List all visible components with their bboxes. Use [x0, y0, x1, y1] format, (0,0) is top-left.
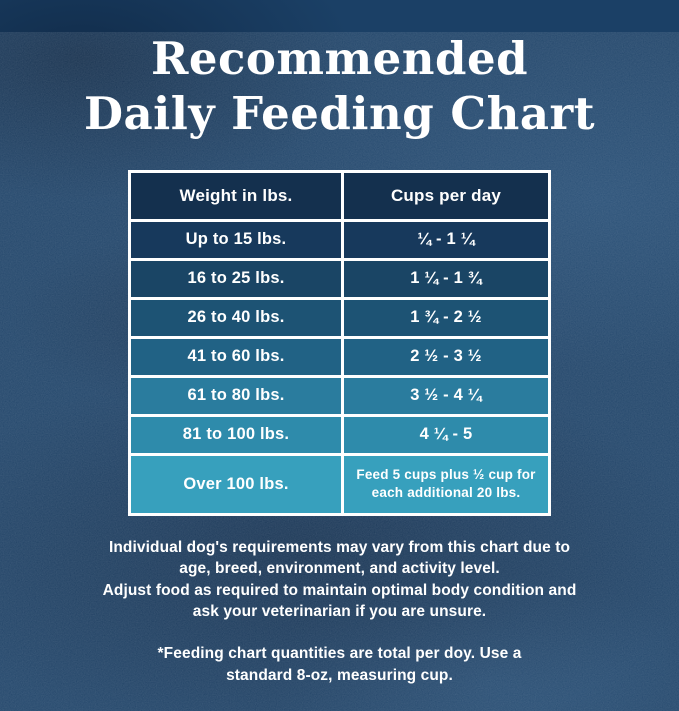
table-row: Over 100 lbs. Feed 5 cups plus ½ cup for… — [131, 455, 548, 513]
weight-range: 41 to 60 lbs. — [131, 338, 341, 375]
table-header-row: Weight in lbs. Cups per day — [131, 172, 548, 219]
col-header-cups: Cups per day — [344, 172, 548, 219]
table-row: 81 to 100 lbs. 4 ¼ - 5 — [131, 416, 548, 453]
table-row: 16 to 25 lbs. 1 ¼ - 1 ¾ — [131, 260, 548, 297]
notes-section: Individual dog's requirements may vary f… — [0, 537, 679, 686]
cups-value: 4 ¼ - 5 — [344, 416, 548, 453]
page: Recommended Daily Feeding Chart Weight i… — [0, 32, 679, 686]
cups-value-line1: Feed 5 cups plus ½ cup for — [356, 467, 536, 483]
weight-range: 61 to 80 lbs. — [131, 377, 341, 414]
footnote-text: *Feeding chart quantities are total per … — [0, 643, 679, 686]
cups-value: 2 ½ - 3 ½ — [344, 338, 548, 375]
weight-range: 26 to 40 lbs. — [131, 299, 341, 336]
cups-value: 3 ½ - 4 ¼ — [344, 377, 548, 414]
weight-range: Over 100 lbs. — [131, 455, 341, 513]
cups-value-line2: each additional 20 lbs. — [371, 485, 521, 501]
disclaimer-line2: age, breed, environment, and activity le… — [179, 560, 500, 578]
disclaimer-text: Individual dog's requirements may vary f… — [0, 537, 679, 623]
table-row: 61 to 80 lbs. 3 ½ - 4 ¼ — [131, 377, 548, 414]
page-title-line1: Recommended — [150, 32, 529, 85]
cups-value: 1 ¾ - 2 ½ — [344, 299, 548, 336]
cups-value: ¼ - 1 ¼ — [344, 221, 548, 258]
weight-range: 16 to 25 lbs. — [131, 260, 341, 297]
table-row: 26 to 40 lbs. 1 ¾ - 2 ½ — [131, 299, 548, 336]
page-title: Recommended Daily Feeding Chart — [0, 32, 679, 142]
page-title-line2: Daily Feeding Chart — [83, 86, 596, 140]
disclaimer-line1: Individual dog's requirements may vary f… — [108, 538, 571, 556]
footnote-line2: standard 8-oz, measuring cup. — [226, 666, 453, 684]
disclaimer-line4: ask your veterinarian if you are unsure. — [192, 602, 487, 620]
footnote-line1: *Feeding chart quantities are total per … — [157, 645, 522, 663]
cups-value: 1 ¼ - 1 ¾ — [344, 260, 548, 297]
weight-range: 81 to 100 lbs. — [131, 416, 341, 453]
feeding-chart-table: Weight in lbs. Cups per day Up to 15 lbs… — [128, 169, 551, 516]
cups-value: Feed 5 cups plus ½ cup for each addition… — [344, 455, 548, 513]
table-row: 41 to 60 lbs. 2 ½ - 3 ½ — [131, 338, 548, 375]
weight-range: Up to 15 lbs. — [131, 221, 341, 258]
disclaimer-line3: Adjust food as required to maintain opti… — [102, 581, 577, 599]
table-row: Up to 15 lbs. ¼ - 1 ¼ — [131, 221, 548, 258]
col-header-weight: Weight in lbs. — [131, 172, 341, 219]
